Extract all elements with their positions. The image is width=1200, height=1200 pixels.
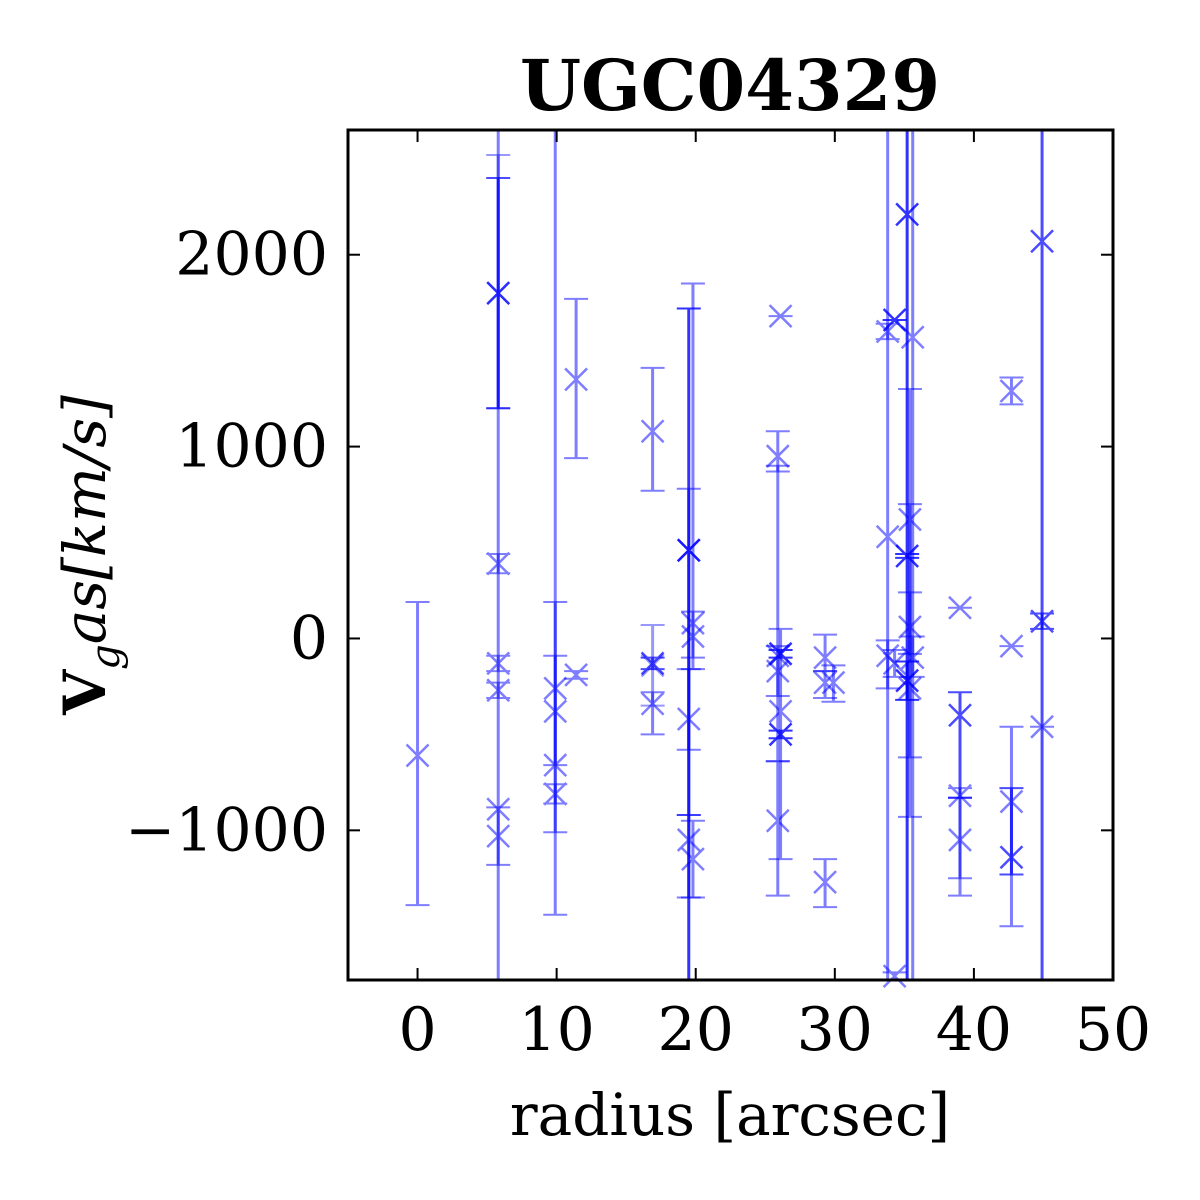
x-marker [640, 651, 665, 676]
x-marker [895, 202, 920, 227]
x-marker [948, 703, 972, 728]
x-marker [681, 847, 705, 872]
x-tick-label: 20 [658, 995, 734, 1065]
data-marks [405, 129, 1055, 989]
x-marker [875, 524, 900, 549]
x-tick-label: 0 [398, 995, 436, 1065]
data-point [765, 760, 790, 897]
y-axis-label-sub: g [83, 644, 129, 670]
x-tick-label: 40 [936, 995, 1012, 1065]
y-tick-label: 1000 [175, 412, 328, 482]
x-marker [640, 419, 665, 444]
x-marker [999, 634, 1024, 659]
x-marker [948, 595, 972, 620]
data-point [999, 787, 1024, 876]
y-tick-label: 2000 [175, 220, 328, 290]
data-point [486, 806, 511, 866]
x-marker [640, 691, 665, 716]
x-marker [486, 824, 511, 848]
x-marker [1030, 609, 1054, 634]
x-marker [882, 964, 907, 989]
x-marker [948, 828, 972, 852]
data-point [948, 691, 972, 799]
x-marker [676, 538, 701, 563]
x-marker [543, 781, 568, 806]
y-axis-label: Vgas[km/s] [51, 395, 129, 716]
data-point [1030, 714, 1055, 739]
x-marker [681, 624, 705, 649]
data-point [768, 722, 793, 747]
axis-ticks: 0 10 20 30 40 50 −1000 0 1000 2000 [125, 130, 1151, 1065]
data-point [875, 319, 900, 344]
x-marker [821, 670, 846, 695]
data-point [813, 858, 838, 909]
x-marker [882, 651, 907, 676]
x-marker [875, 319, 900, 344]
x-marker [564, 663, 588, 687]
y-axis-label-v: V [51, 669, 119, 716]
data-point [680, 819, 705, 899]
x-tick-label: 30 [797, 995, 873, 1065]
x-marker [948, 783, 972, 808]
x-marker [405, 743, 430, 768]
data-point [1030, 129, 1055, 981]
data-point [821, 664, 846, 703]
x-marker [676, 707, 701, 731]
data-point [640, 691, 665, 736]
data-point [948, 796, 972, 880]
data-point [999, 634, 1024, 659]
y-tick-label: −1000 [125, 795, 328, 865]
x-axis-label: radius [arcsec] [510, 1081, 950, 1149]
x-marker [543, 753, 568, 777]
x-marker [895, 668, 920, 693]
x-tick-label: 50 [1075, 995, 1151, 1065]
x-tick-label: 10 [518, 995, 594, 1065]
x-marker [768, 699, 793, 724]
x-marker [564, 367, 588, 392]
data-point [1030, 609, 1055, 634]
data-point [405, 601, 430, 907]
data-point [564, 297, 589, 460]
data-point [543, 781, 568, 806]
x-marker [640, 653, 665, 678]
x-marker [768, 722, 793, 747]
data-point [768, 627, 793, 861]
data-point [640, 651, 665, 676]
x-marker [999, 845, 1024, 870]
x-marker [900, 645, 925, 670]
data-point [640, 366, 665, 492]
x-marker [676, 828, 701, 852]
data-point [768, 304, 793, 329]
data-point [895, 544, 920, 568]
x-marker [765, 444, 790, 469]
x-marker [813, 870, 837, 895]
x-marker [999, 379, 1024, 403]
x-marker [898, 676, 922, 701]
x-marker [895, 544, 920, 568]
data-point [676, 668, 701, 751]
y-tick-label: 0 [290, 603, 328, 673]
y-axis-label-rest: as[km/s] [51, 395, 119, 644]
data-point [948, 595, 972, 620]
data-point [564, 663, 589, 687]
x-marker [900, 325, 925, 350]
data-point [765, 645, 790, 698]
x-marker [765, 808, 790, 833]
data-point [900, 635, 925, 678]
x-marker [768, 304, 793, 329]
data-point [680, 610, 705, 659]
data-point [676, 487, 701, 816]
x-marker [1030, 714, 1054, 739]
plot-frame [346, 128, 1115, 982]
data-point [999, 376, 1024, 406]
chart-title: UGC04329 [520, 44, 940, 127]
x-marker [1030, 229, 1054, 254]
data-point [897, 503, 922, 759]
